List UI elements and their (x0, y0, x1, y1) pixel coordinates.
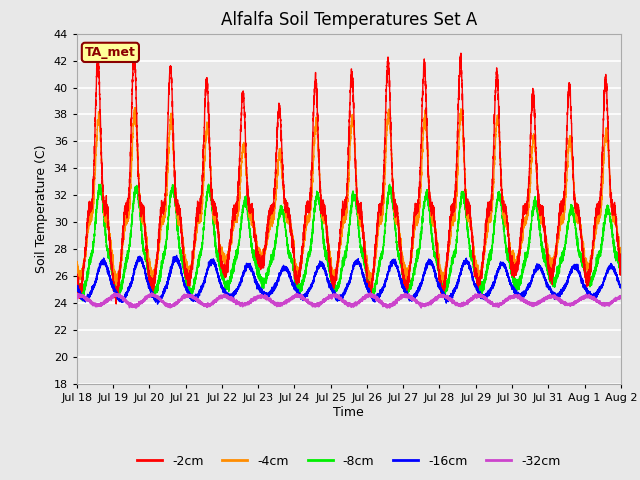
X-axis label: Time: Time (333, 406, 364, 419)
Text: TA_met: TA_met (85, 46, 136, 59)
Title: Alfalfa Soil Temperatures Set A: Alfalfa Soil Temperatures Set A (221, 11, 477, 29)
Y-axis label: Soil Temperature (C): Soil Temperature (C) (35, 144, 48, 273)
Legend: -2cm, -4cm, -8cm, -16cm, -32cm: -2cm, -4cm, -8cm, -16cm, -32cm (132, 450, 566, 473)
